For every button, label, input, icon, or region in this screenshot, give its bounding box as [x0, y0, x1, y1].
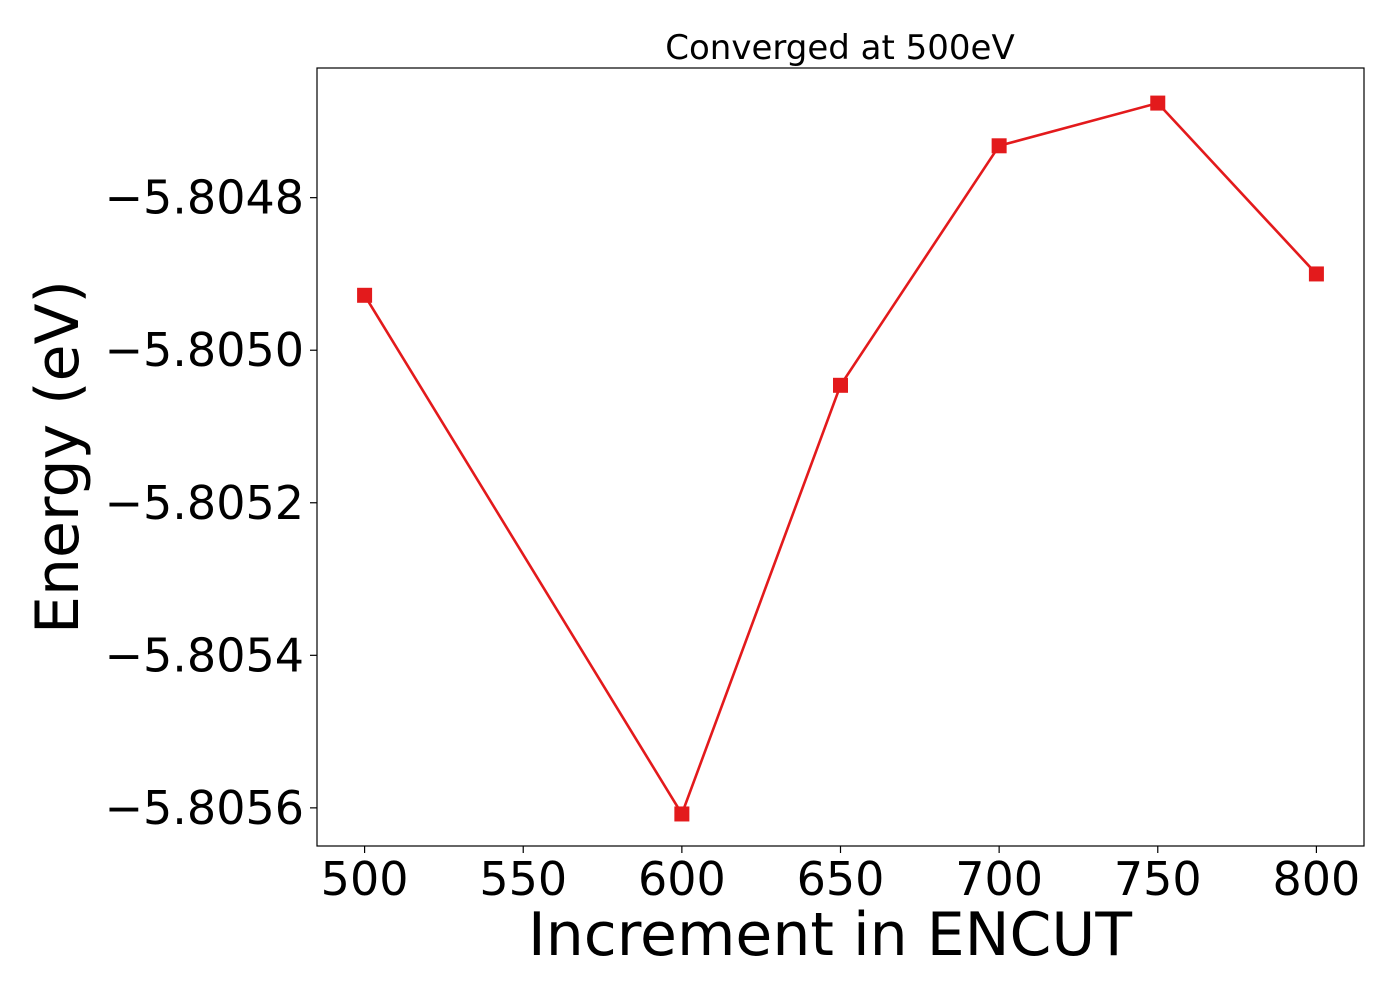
y-axis: −5.8048 −5.8050 −5.8052 −5.8054 −5.8056	[105, 171, 317, 835]
x-tick-label: 700	[955, 852, 1043, 906]
data-point-marker	[833, 377, 848, 393]
data-point-marker	[674, 806, 690, 822]
x-axis: 500 550 600 650 700 750 800	[321, 846, 1361, 906]
data-point-marker	[357, 287, 373, 303]
chart-title: Converged at 500eV	[665, 28, 1014, 68]
x-tick-label: 750	[1114, 852, 1202, 906]
plot-area-frame	[316, 67, 1365, 847]
series-line	[363, 101, 1318, 816]
y-tick-label: −5.8050	[105, 323, 305, 377]
y-tick-label: −5.8054	[105, 628, 305, 682]
series-layer	[357, 95, 1324, 822]
x-axis-label: Increment in ENCUT	[528, 900, 1132, 970]
y-tick-label: −5.8048	[105, 171, 305, 225]
x-tick-label: 550	[479, 852, 567, 906]
y-tick-label: −5.8056	[105, 781, 305, 835]
x-tick-label: 500	[321, 852, 409, 906]
data-point-marker	[1308, 266, 1324, 282]
x-tick-label: 600	[638, 852, 726, 906]
y-tick-label: −5.8052	[105, 476, 305, 530]
y-axis-label: Energy (eV)	[23, 280, 93, 634]
x-tick-label: 800	[1273, 852, 1361, 906]
data-point-marker	[991, 138, 1007, 154]
data-point-marker	[1150, 95, 1166, 111]
x-tick-label: 650	[797, 852, 885, 906]
